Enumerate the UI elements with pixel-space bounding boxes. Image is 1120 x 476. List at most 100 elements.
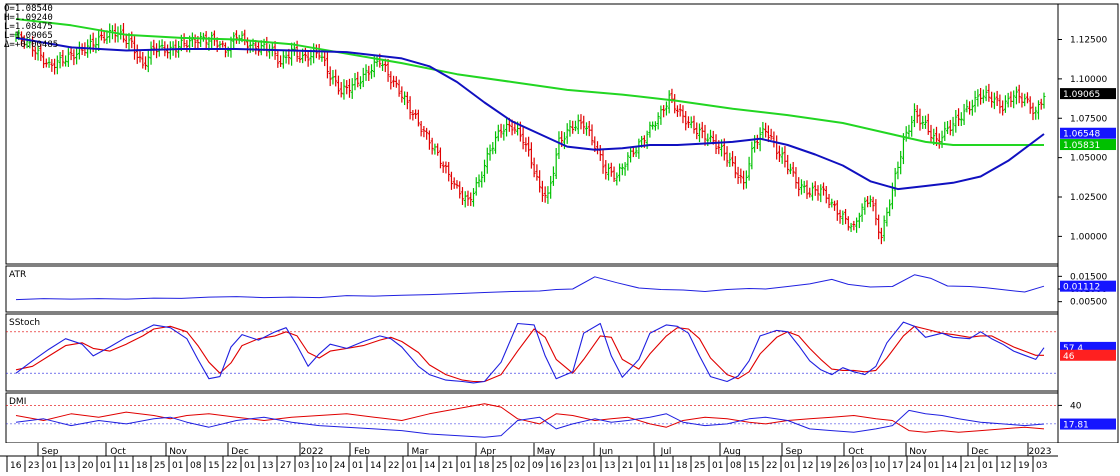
stoch-slow-line: [15, 325, 1044, 383]
day-label-0: 16: [10, 461, 22, 471]
atr-tag-label: 0.01112: [1063, 283, 1100, 293]
month-label-13: Oct: [848, 447, 864, 457]
atr-title: ATR: [9, 270, 26, 280]
day-label-20: 14: [370, 461, 382, 471]
month-label-0: Sep: [42, 447, 59, 457]
price-tick-1: 1.02500: [1070, 193, 1107, 203]
month-label-12: Sep: [786, 447, 803, 457]
low-value: L=1.08475: [4, 22, 53, 32]
month-label-8: May: [537, 447, 556, 457]
day-label-40: 08: [730, 461, 742, 471]
stochastic-panel: SStoch 57.446: [6, 318, 1116, 384]
day-label-57: 03: [1036, 461, 1047, 471]
short-moving-average: [15, 36, 1045, 191]
price-tag-1: 1.06548: [1060, 127, 1116, 140]
scale-frame: [1057, 3, 1119, 444]
day-label-51: 01: [928, 461, 939, 471]
day-label-14: 13: [262, 461, 273, 471]
day-label-13: 01: [244, 461, 255, 471]
day-label-43: 01: [784, 461, 795, 471]
day-label-24: 21: [442, 461, 453, 471]
atr-tick-0: 0.00500: [1070, 298, 1107, 308]
day-label-12: 22: [226, 461, 237, 471]
month-label-7: Apr: [480, 447, 496, 457]
price-tick-3: 1.07500: [1070, 114, 1107, 124]
day-label-7: 18: [136, 461, 148, 471]
day-label-56: 19: [1018, 461, 1030, 471]
atr-tag-box: [1060, 280, 1116, 292]
day-label-46: 26: [838, 461, 850, 471]
day-label-49: 17: [892, 461, 903, 471]
month-label-4: 2022: [301, 447, 324, 457]
stoch-tag-0-box: [1060, 341, 1116, 353]
time-axis-bg: [0, 443, 1120, 476]
day-label-27: 25: [496, 461, 507, 471]
day-label-37: 18: [676, 461, 688, 471]
day-label-22: 01: [406, 461, 417, 471]
last-value: L=1.09065: [4, 31, 53, 41]
stoch-tag-1-box: [1060, 349, 1116, 361]
price-tag-2-label: 1.05831: [1063, 141, 1100, 151]
day-label-3: 13: [64, 461, 75, 471]
day-label-25: 01: [460, 461, 471, 471]
day-label-17: 10: [316, 461, 328, 471]
day-label-4: 20: [82, 461, 94, 471]
day-label-55: 12: [1000, 461, 1011, 471]
day-label-18: 24: [334, 461, 346, 471]
day-label-16: 03: [298, 461, 309, 471]
day-label-15: 27: [280, 461, 291, 471]
month-label-5: Feb: [354, 447, 370, 457]
day-label-1: 23: [28, 461, 39, 471]
price-tag-2-box: [1060, 139, 1116, 151]
day-label-53: 21: [964, 461, 975, 471]
stoch-tag-1: 46: [1060, 349, 1116, 362]
price-tick-4: 1.10000: [1070, 75, 1107, 85]
day-label-44: 12: [802, 461, 813, 471]
day-label-41: 15: [748, 461, 759, 471]
day-label-39: 01: [712, 461, 723, 471]
atr-line: [15, 274, 1045, 301]
price-tag-1-label: 1.06548: [1063, 130, 1100, 140]
day-label-9: 01: [172, 461, 183, 471]
day-label-8: 25: [154, 461, 165, 471]
day-label-52: 14: [946, 461, 958, 471]
dmi-title: DMI: [9, 397, 26, 407]
long-moving-average: [15, 18, 1044, 146]
day-label-32: 01: [586, 461, 597, 471]
day-label-48: 10: [874, 461, 886, 471]
ohlc-readout: O=1.08540 H=1.09240 L=1.08475 L=1.09065 …: [4, 4, 58, 50]
day-label-31: 23: [568, 461, 579, 471]
price-tick-5: 1.12500: [1070, 36, 1107, 46]
day-label-33: 13: [604, 461, 615, 471]
month-label-14: Nov: [909, 447, 927, 457]
price-tag-1-box: [1060, 127, 1116, 139]
stoch-fast-line: [15, 321, 1045, 384]
day-label-26: 18: [478, 461, 490, 471]
stoch-tag-0-label: 57.4: [1063, 344, 1083, 354]
month-label-6: Mar: [412, 447, 429, 457]
day-label-19: 01: [352, 461, 363, 471]
day-label-45: 19: [820, 461, 832, 471]
month-label-9: Jun: [598, 447, 613, 457]
day-label-5: 01: [100, 461, 111, 471]
high-value: H=1.09240: [4, 13, 53, 23]
day-label-11: 15: [208, 461, 219, 471]
day-label-10: 08: [190, 461, 202, 471]
dmi-tag-label: 17.81: [1063, 421, 1089, 431]
atr-frame: [5, 265, 1059, 313]
price-tag-0: 1.09065: [1060, 88, 1116, 100]
price-tag-0-box: [1060, 88, 1116, 100]
stoch-title: SStoch: [9, 318, 40, 328]
month-label-2: Nov: [169, 447, 187, 457]
price-panel: 1.00000 1.02500 1.05000 1.07500 1.10000 1.125…: [14, 18, 1116, 245]
price-tick-2: 1.05000: [1070, 154, 1107, 164]
day-label-29: 09: [532, 461, 544, 471]
month-label-15: Dec: [971, 447, 988, 457]
day-label-2: 01: [46, 461, 57, 471]
atr-tick-2: 0.01500: [1070, 272, 1107, 282]
day-label-23: 14: [424, 461, 436, 471]
time-axis: Sep Oct Nov Dec 2022 Feb Mar Apr May Jun Jul Aug Sep…: [0, 443, 1120, 476]
day-label-50: 24: [910, 461, 922, 471]
